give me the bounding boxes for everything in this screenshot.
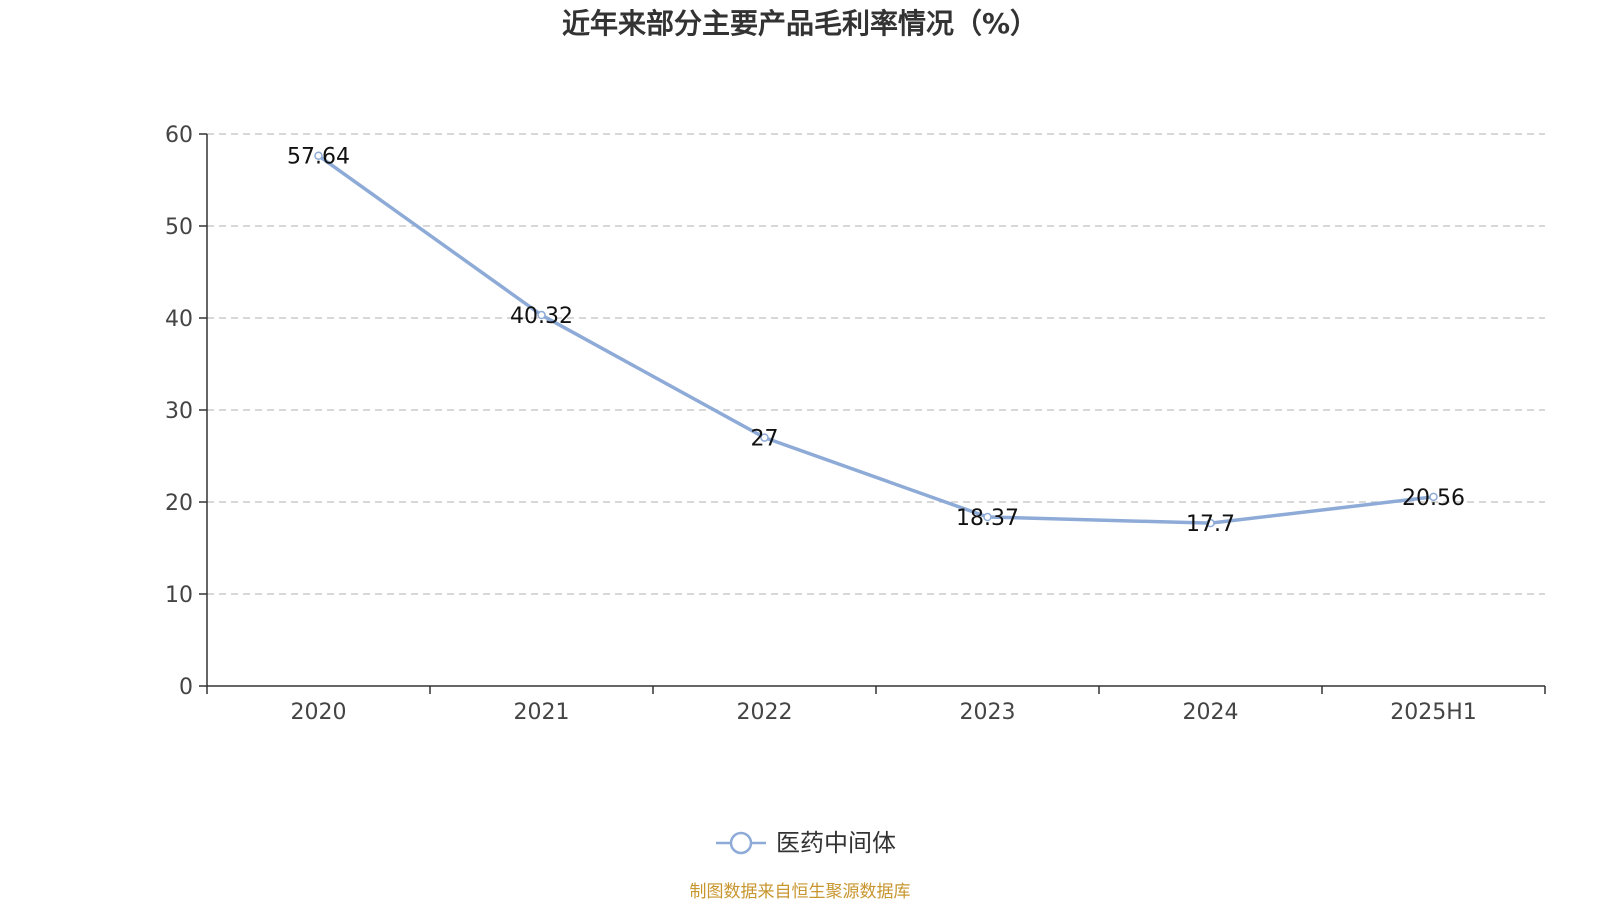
y-tick-label: 30 [165, 399, 193, 424]
y-tick-label: 20 [165, 491, 193, 516]
legend-label: 医药中间体 [776, 829, 896, 857]
data-label: 27 [751, 427, 779, 452]
y-tick-label: 0 [179, 675, 193, 700]
y-tick-label: 50 [165, 215, 193, 240]
y-tick-label: 40 [165, 307, 193, 332]
data-point[interactable] [314, 151, 323, 160]
x-tick-label: 2025H1 [1390, 700, 1477, 725]
series-group: 57.64 40.32 27 18.37 17.7 20.56 [287, 145, 1465, 537]
source-note: 制图数据来自恒生聚源数据库 [690, 882, 911, 900]
axes: 0 10 20 30 40 50 60 2020 2021 2022 2023 2024 2025H1 [165, 123, 1546, 725]
data-label: 57.64 [287, 145, 350, 170]
chart-title: 近年来部分主要产品毛利率情况（%） [562, 7, 1038, 40]
legend[interactable]: 医药中间体 [716, 829, 896, 857]
data-label: 40.32 [510, 304, 573, 329]
y-tick-label: 60 [165, 123, 193, 148]
x-tick-label: 2022 [737, 700, 793, 725]
data-label: 18.37 [956, 506, 1019, 531]
data-point[interactable] [537, 310, 546, 320]
x-tick-label: 2023 [960, 700, 1016, 725]
data-point[interactable] [1429, 492, 1438, 502]
data-point[interactable] [983, 512, 992, 522]
y-tick-label: 10 [165, 583, 193, 608]
legend-marker [729, 831, 753, 855]
x-tick-label: 2024 [1183, 700, 1239, 725]
data-point[interactable] [1206, 518, 1215, 528]
x-tick-label: 2020 [291, 700, 347, 725]
data-point[interactable] [760, 433, 769, 442]
data-label: 20.56 [1402, 486, 1465, 511]
data-label: 17.7 [1186, 512, 1235, 537]
x-tick-label: 2021 [514, 700, 570, 725]
gridlines [207, 133, 1545, 595]
series-line [317, 154, 1434, 525]
